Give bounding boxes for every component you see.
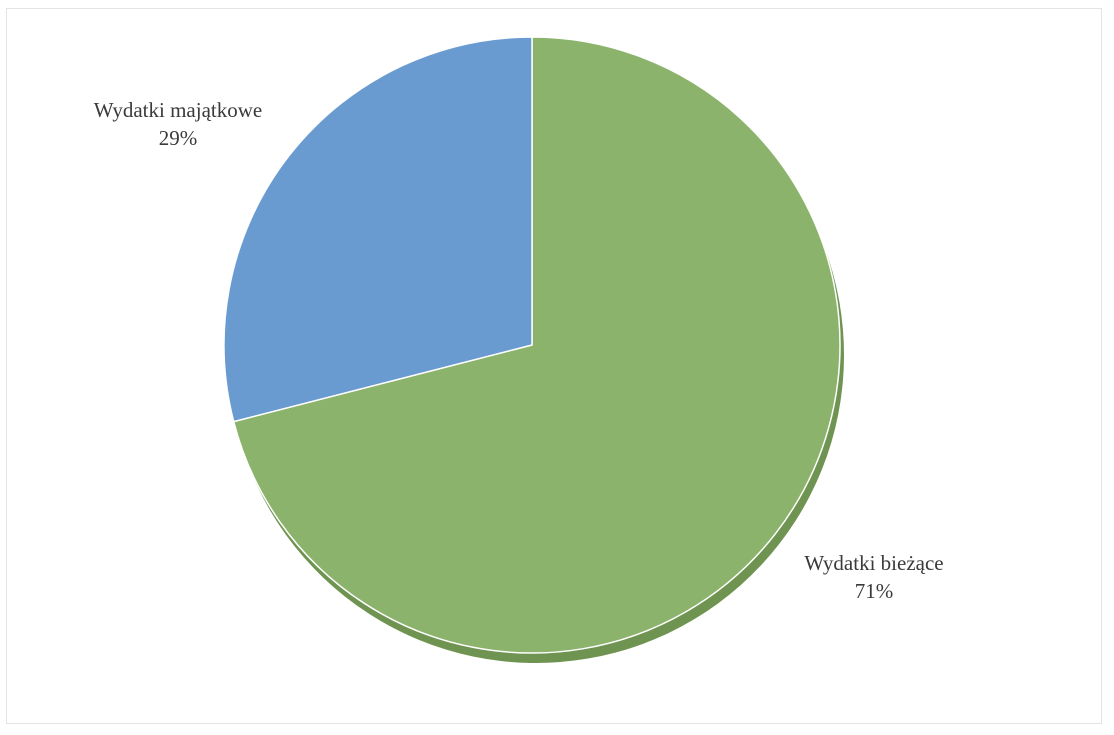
slice-percent-wydatki-majatkowe: 29%: [159, 126, 198, 150]
slice-percent-wydatki-biezace: 71%: [855, 579, 894, 603]
pie-slice-wydatki-biezace: [232, 36, 841, 654]
slice-label-wydatki-majatkowe: Wydatki majątkowe: [94, 98, 262, 122]
pie-slice-wydatki-majatkowe: [223, 36, 533, 423]
pie-labels: Wydatki bieżące 71% Wydatki majątkowe 29…: [94, 98, 944, 603]
slice-label-wydatki-biezace: Wydatki bieżące: [804, 551, 943, 575]
chart-frame: [6, 8, 1102, 724]
pie-slices: [223, 36, 841, 654]
